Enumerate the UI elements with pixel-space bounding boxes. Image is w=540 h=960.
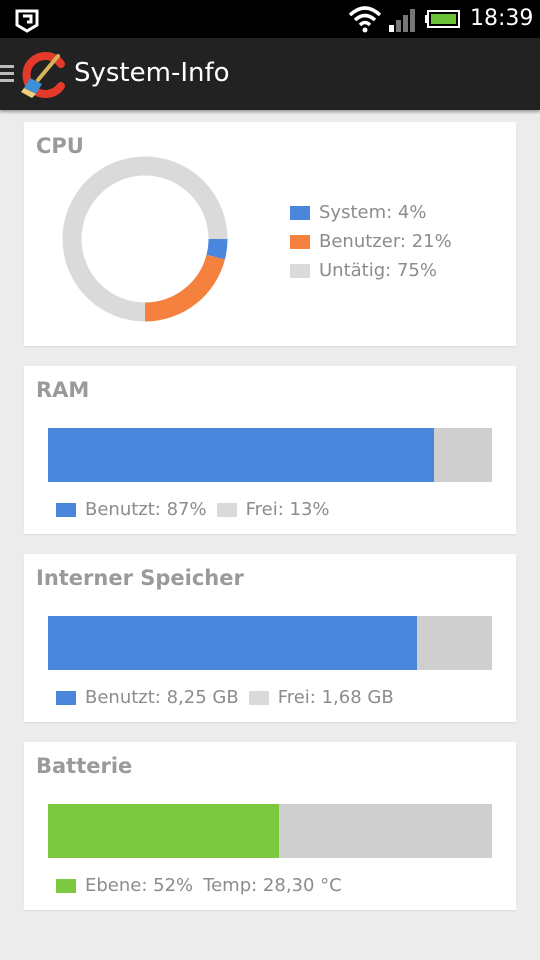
ram-free-label: Frei: 13%	[245, 499, 330, 520]
user-swatch	[290, 234, 310, 249]
cpu-slice-user	[62, 156, 228, 322]
ram-bar	[48, 428, 492, 482]
ram-card: RAM Benutzt: 87% Frei: 13%	[24, 366, 516, 534]
battery-legend: Ebene: 52% Temp: 28,30 °C	[56, 874, 342, 898]
battery-temp-label: Temp: 28,30 °C	[203, 875, 342, 896]
battery-card: Batterie Ebene: 52% Temp: 28,30 °C	[24, 742, 516, 910]
ccleaner-logo-icon[interactable]	[18, 50, 68, 100]
htc-sense-icon	[15, 9, 39, 33]
ram-bar-used	[48, 428, 435, 482]
cpu-card: CPU System: 4% Benutzer: 21% Untätig: 75…	[24, 122, 516, 346]
idle-label: Untätig: 75%	[319, 260, 437, 281]
cpu-slice-idle	[62, 156, 228, 322]
battery-title: Batterie	[36, 754, 133, 778]
cpu-legend-idle: Untätig: 75%	[290, 256, 452, 285]
menu-icon[interactable]	[0, 62, 16, 86]
storage-used-swatch	[56, 691, 76, 705]
system-swatch	[290, 205, 310, 220]
battery-bar	[48, 804, 492, 858]
ram-free-swatch	[216, 503, 237, 517]
status-time: 18:39	[470, 6, 534, 31]
battery-icon	[425, 10, 460, 28]
cpu-title: CPU	[36, 134, 84, 158]
battery-level-swatch	[56, 879, 76, 893]
storage-title: Interner Speicher	[36, 566, 244, 590]
cpu-legend-system: System: 4%	[290, 198, 452, 227]
storage-used-label: Benutzt: 8,25 GB	[85, 687, 239, 708]
battery-bar-level	[48, 804, 279, 858]
ram-used-swatch	[56, 503, 76, 517]
idle-swatch	[290, 263, 310, 278]
app-title: System-Info	[74, 58, 230, 88]
user-label: Benutzer: 21%	[319, 231, 452, 252]
cpu-legend-user: Benutzer: 21%	[290, 227, 452, 256]
cpu-donut-chart	[62, 156, 228, 322]
storage-legend: Benutzt: 8,25 GB Frei: 1,68 GB	[56, 686, 394, 710]
signal-icon	[389, 9, 415, 32]
cpu-legend: System: 4% Benutzer: 21% Untätig: 75%	[290, 198, 452, 285]
wifi-icon	[348, 6, 382, 33]
storage-bar-used	[48, 616, 417, 670]
ram-title: RAM	[36, 378, 90, 402]
system-label: System: 4%	[319, 202, 427, 223]
action-bar: System-Info	[0, 38, 540, 110]
ram-used-label: Benutzt: 87%	[85, 499, 207, 520]
battery-level-label: Ebene: 52%	[85, 875, 194, 896]
storage-card: Interner Speicher Benutzt: 8,25 GB Frei:…	[24, 554, 516, 722]
status-bar: 18:39	[0, 0, 540, 38]
storage-free-swatch	[248, 691, 269, 705]
storage-free-label: Frei: 1,68 GB	[277, 687, 394, 708]
storage-bar	[48, 616, 492, 670]
ram-legend: Benutzt: 87% Frei: 13%	[56, 498, 330, 522]
